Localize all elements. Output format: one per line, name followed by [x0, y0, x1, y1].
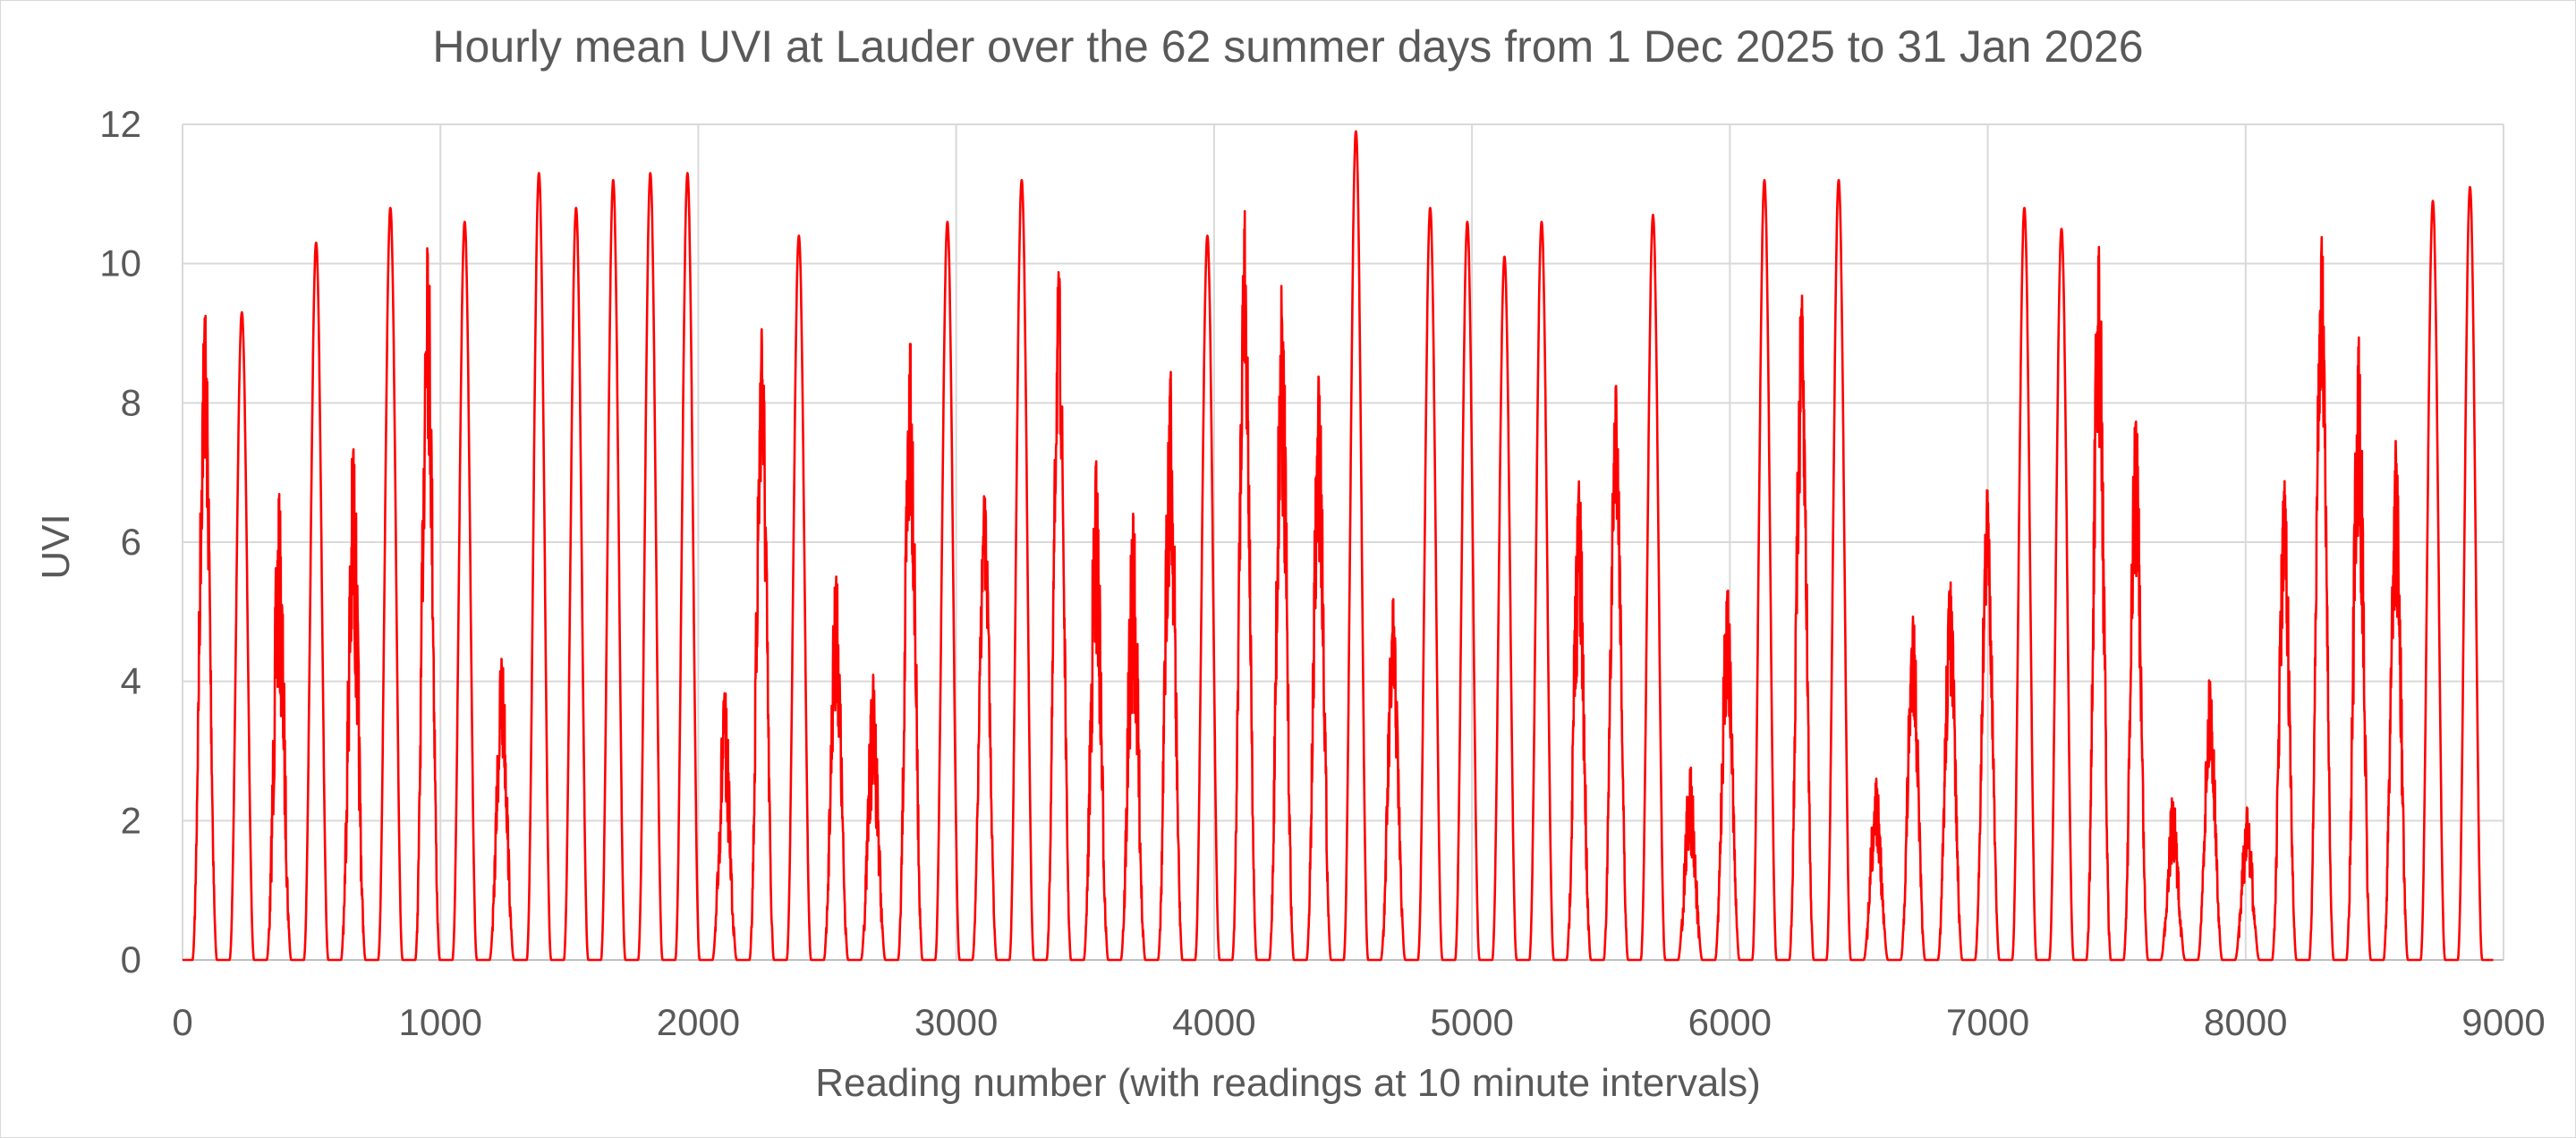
y-tick-label: 12	[99, 103, 141, 145]
x-tick-label: 1000	[399, 1001, 482, 1043]
series-layer	[182, 130, 2495, 962]
y-tick-label: 8	[121, 381, 141, 423]
x-tick-label: 4000	[1172, 1001, 1255, 1043]
y-tick-label: 4	[121, 660, 141, 702]
tick-labels: 0 2 4 6 8 10 12 0 1000 2000 3000 4000 5000 6000 7000 80…	[99, 103, 2545, 1043]
x-tick-label: 5000	[1430, 1001, 1513, 1043]
x-tick-label: 0	[172, 1001, 192, 1043]
chart-title: Hourly mean UVI at Lauder over the 62 su…	[432, 21, 2144, 72]
uvi-series-line	[182, 130, 2495, 962]
y-tick-label: 10	[99, 242, 141, 284]
x-tick-label: 2000	[657, 1001, 740, 1043]
x-axis-label: Reading number (with readings at 10 minu…	[815, 1061, 1761, 1105]
y-axis-label: UVI	[34, 514, 78, 580]
x-tick-label: 3000	[914, 1001, 998, 1043]
x-tick-label: 9000	[2461, 1001, 2545, 1043]
y-tick-label: 0	[121, 938, 141, 981]
x-tick-label: 6000	[1688, 1001, 1772, 1043]
x-tick-label: 8000	[2204, 1001, 2287, 1043]
y-tick-label: 2	[121, 799, 141, 841]
x-tick-label: 7000	[1946, 1001, 2029, 1043]
y-tick-label: 6	[121, 521, 141, 563]
